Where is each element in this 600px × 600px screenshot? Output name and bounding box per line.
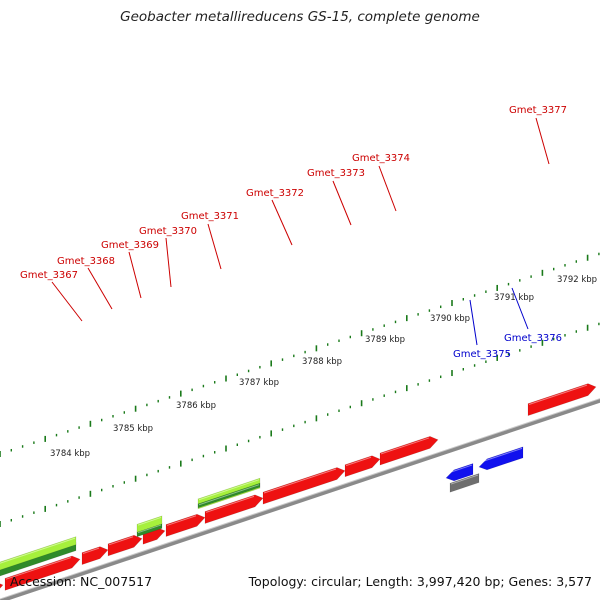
leader-line-9 <box>469 299 478 346</box>
leader-line-6 <box>332 180 352 226</box>
forward-cds-5-shine <box>166 515 197 526</box>
tick-label-8: 3792 kbp <box>557 275 597 285</box>
light-green-feature-0-shine <box>0 537 76 564</box>
forward-cds-8 <box>344 455 381 478</box>
tick-track <box>0 252 600 527</box>
leader-line-1 <box>87 267 113 310</box>
gray-feature-0 <box>449 473 480 493</box>
light-green-feature-2-shine <box>198 479 260 501</box>
forward-cds-1 <box>4 555 81 591</box>
forward-cds-9-shine <box>380 437 430 455</box>
forward-cds-9 <box>379 436 439 466</box>
gene-label-5: Gmet_3372 <box>246 188 304 199</box>
forward-cds-10-shine <box>528 384 588 405</box>
light-green-feature-1-shine <box>137 516 162 526</box>
forward-cds-7 <box>262 467 346 505</box>
dark-green-feature-2-shine <box>198 484 260 506</box>
gene-label-6: Gmet_3373 <box>307 168 365 179</box>
tick-label-4: 3788 kbp <box>302 357 342 367</box>
feature-track <box>0 383 597 591</box>
dark-green-feature-2 <box>197 482 261 509</box>
gene-label-3: Gmet_3370 <box>139 226 197 237</box>
forward-cds-6 <box>204 494 264 524</box>
forward-cds-2 <box>81 546 109 566</box>
leader-line-10 <box>511 287 529 330</box>
tick-label-6: 3790 kbp <box>430 314 470 324</box>
forward-cds-8-shine <box>345 456 372 467</box>
gene-label-1: Gmet_3368 <box>57 256 115 267</box>
forward-cds-7-shine <box>263 468 337 494</box>
forward-cds-6-shine <box>205 495 255 513</box>
forward-cds-0 <box>0 583 4 589</box>
dark-green-feature-1-shine <box>137 524 162 534</box>
forward-cds-10 <box>527 383 597 417</box>
label-leaders <box>51 117 550 346</box>
light-green-feature-1 <box>136 515 163 533</box>
backbone-highlight <box>0 398 600 600</box>
tick-label-0: 3784 kbp <box>50 449 90 459</box>
map-title: Geobacter metallireducens GS-15, complet… <box>120 9 480 25</box>
leader-line-7 <box>378 165 397 212</box>
reverse-cds-0 <box>445 463 474 482</box>
tick-label-2: 3786 kbp <box>176 401 216 411</box>
reverse-cds-1 <box>478 446 524 471</box>
leader-line-3 <box>165 237 172 288</box>
reverse-cds-0-shine <box>446 464 473 474</box>
tick-label-1: 3785 kbp <box>113 424 153 434</box>
topology-summary: Topology: circular; Length: 3,997,420 bp… <box>248 574 592 589</box>
forward-cds-5 <box>165 513 206 537</box>
leader-line-2 <box>128 251 142 299</box>
tick-label-7: 3791 kbp <box>494 293 534 303</box>
tick-label-3: 3787 kbp <box>239 378 279 388</box>
light-green-feature-0 <box>0 536 77 571</box>
accession-text: Accession: NC_007517 <box>10 574 153 589</box>
forward-cds-2-shine <box>82 547 100 554</box>
forward-cds-1-shine <box>5 557 72 580</box>
gray-feature-0-shine <box>450 474 479 485</box>
label-layer: 3784 kbp 3785 kbp 3786 kbp 3787 kbp 3788 kbp… <box>20 105 597 459</box>
leader-line-8 <box>535 117 550 165</box>
tick-label-5: 3789 kbp <box>365 335 405 345</box>
gene-label-9: Gmet_3375 <box>453 349 511 360</box>
gene-label-8: Gmet_3377 <box>509 105 567 116</box>
reverse-cds-1-shine <box>479 447 523 463</box>
backbone-track <box>0 398 600 600</box>
gene-label-10: Gmet_3376 <box>504 333 562 344</box>
backbone-line <box>0 398 600 600</box>
leader-line-5 <box>271 199 293 246</box>
forward-cds-3 <box>107 534 143 557</box>
leader-line-0 <box>51 281 83 322</box>
gene-label-0: Gmet_3367 <box>20 270 78 281</box>
forward-cds-3-shine <box>108 536 134 546</box>
leader-line-4 <box>207 223 222 270</box>
gene-label-4: Gmet_3371 <box>181 211 239 222</box>
gene-label-2: Gmet_3369 <box>101 240 159 251</box>
gene-label-7: Gmet_3374 <box>352 153 410 164</box>
